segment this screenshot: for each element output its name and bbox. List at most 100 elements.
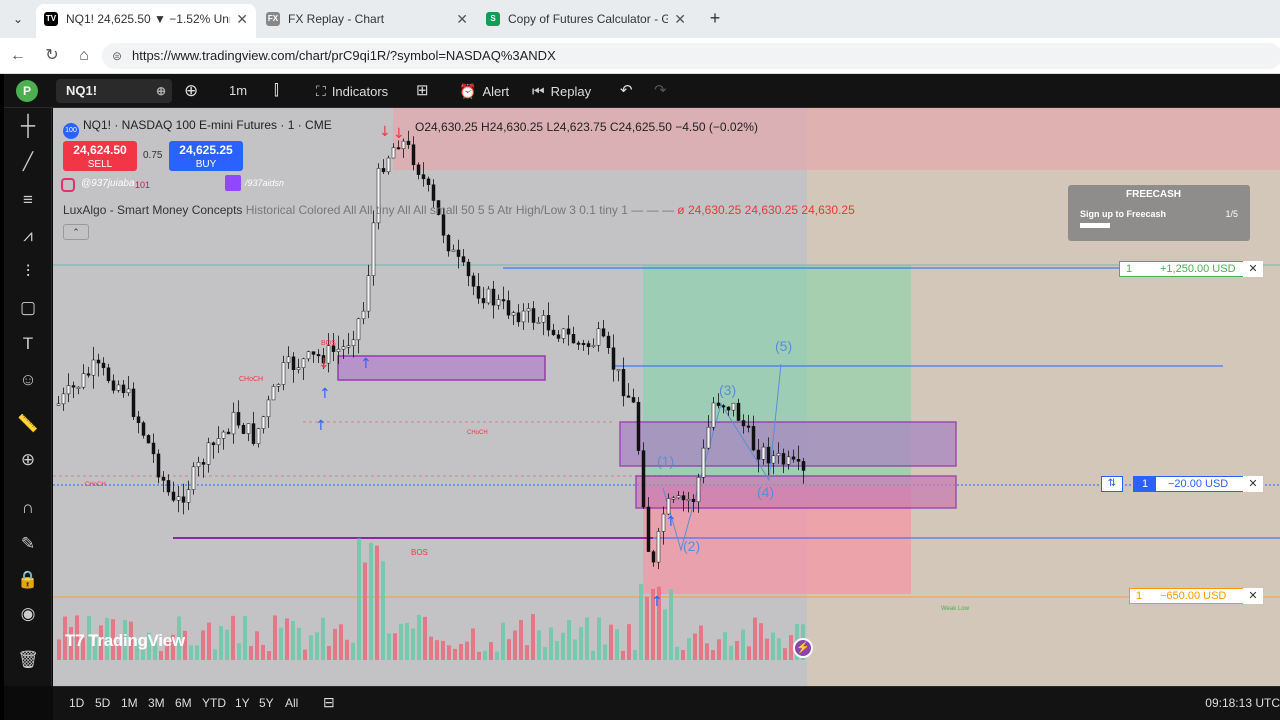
new-tab-icon[interactable]: + <box>709 8 721 28</box>
volume-bar <box>519 619 523 660</box>
freecash-popup[interactable]: FREECASH Sign up to Freecash 1/5 <box>1068 185 1250 241</box>
volume-bar <box>663 609 667 660</box>
collapse-legend-icon[interactable]: ⌃ <box>63 224 89 240</box>
forecast-icon[interactable]: ⫶ <box>25 262 31 281</box>
sell-button[interactable]: 24,624.50 SELL <box>63 141 137 171</box>
tab-search-chevron-icon[interactable]: ⌄ <box>12 12 24 26</box>
back-icon[interactable]: ← <box>10 47 26 64</box>
magnet-icon[interactable]: ∩ <box>21 498 35 517</box>
candle-body <box>521 310 526 323</box>
range-ytd[interactable]: YTD <box>202 696 226 710</box>
close-tp-icon[interactable]: ✕ <box>1243 261 1263 277</box>
symbol-search[interactable]: NQ1! ⊕ <box>56 79 172 103</box>
ruler-icon[interactable]: 📏 <box>17 414 39 433</box>
reverse-position-icon[interactable]: ⇅ <box>1101 476 1123 492</box>
candle-body <box>111 380 116 391</box>
pattern-icon[interactable]: ⩘ <box>23 226 33 245</box>
compare-icon[interactable]: ⊕ <box>155 84 166 98</box>
add-symbol-icon[interactable]: ⊕ <box>184 81 199 100</box>
candle-body <box>456 249 461 257</box>
range-1d[interactable]: 1D <box>69 696 85 710</box>
close-tab-icon[interactable]: ✕ <box>236 11 248 27</box>
volume-bar <box>63 616 67 660</box>
eye-icon[interactable]: ◉ <box>20 604 36 623</box>
candle-body <box>696 477 701 503</box>
candle-body <box>561 328 566 339</box>
candle-body <box>56 403 61 406</box>
volume-bar <box>585 617 589 660</box>
volume-bar <box>477 651 481 660</box>
volume-bar <box>735 640 739 660</box>
range-5d[interactable]: 5D <box>95 696 111 710</box>
browser-tab-sheets[interactable]: S Copy of Futures Calculator - Google ✕ <box>478 4 694 38</box>
url-input[interactable]: ⊜ https://www.tradingview.com/chart/prC9… <box>102 43 1280 69</box>
pencil-lock-icon[interactable]: ✎ <box>20 534 36 553</box>
trendline-icon[interactable]: ╱ <box>22 152 34 171</box>
chart-type-candles-icon[interactable]: ⫿ <box>274 82 279 99</box>
interval-button[interactable]: 1m <box>229 83 248 98</box>
browser-tab-fxreplay[interactable]: FX FX Replay - Chart ✕ <box>258 4 476 38</box>
volume-bar <box>447 645 451 660</box>
candle-body <box>781 453 786 465</box>
redo-icon[interactable]: ↷ <box>654 82 667 99</box>
close-position-icon[interactable]: ✕ <box>1243 476 1263 492</box>
lock-icon[interactable]: 🔒 <box>17 570 39 589</box>
volume-bar <box>465 641 469 660</box>
candle-body <box>266 399 271 418</box>
alert-label: Alert <box>482 84 510 99</box>
range-all[interactable]: All <box>285 696 299 710</box>
indicators-button[interactable]: ⛶ Indicators <box>316 80 388 102</box>
reload-icon[interactable]: ↻ <box>45 47 59 64</box>
candle-body <box>306 351 311 360</box>
candle-body <box>296 367 301 371</box>
layouts-grid-icon[interactable]: ⊞ <box>416 82 429 99</box>
crosshair-icon[interactable]: ┼ <box>20 115 36 137</box>
volume-bar <box>423 616 427 660</box>
volume-bar <box>213 649 217 660</box>
candle-body <box>361 310 366 320</box>
site-info-icon[interactable]: ⊜ <box>112 49 123 63</box>
volume-bar <box>513 630 517 660</box>
browser-tab-tradingview[interactable]: TV NQ1! 24,625.50 ▼ −1.52% Unnamed ✕ <box>36 4 256 38</box>
text-tool-icon[interactable]: T <box>22 334 34 353</box>
candle-body <box>246 423 251 434</box>
indicator-name: LuxAlgo - Smart Money Concepts <box>63 203 243 217</box>
volume-bar <box>57 639 61 660</box>
goto-date-icon[interactable]: ⊟ <box>323 694 335 710</box>
wave-label-2: (2) <box>683 538 701 554</box>
candle-body <box>536 321 541 324</box>
close-sl-icon[interactable]: ✕ <box>1243 588 1263 604</box>
close-tab-icon[interactable]: ✕ <box>456 11 468 27</box>
range-5y[interactable]: 5Y <box>259 696 274 710</box>
geometric-shapes-icon[interactable]: ▢ <box>19 298 37 317</box>
emoji-icon[interactable]: ☺ <box>19 370 37 389</box>
red-tag: 101 <box>135 180 151 190</box>
buy-button[interactable]: 24,625.25 BUY <box>169 141 243 171</box>
range-1m[interactable]: 1M <box>121 696 138 710</box>
volume-bar <box>591 650 595 660</box>
candle-body <box>671 497 676 500</box>
stop-loss-label[interactable]: 1 −650.00 USD <box>1129 588 1263 604</box>
user-avatar[interactable]: P <box>16 80 38 102</box>
alert-button[interactable]: ⏰ Alert <box>459 80 509 102</box>
fib-lines-icon[interactable]: ≡ <box>23 190 33 209</box>
range-6m[interactable]: 6M <box>175 696 192 710</box>
range-3m[interactable]: 3M <box>148 696 165 710</box>
zoom-in-icon[interactable]: ⊕ <box>20 450 36 469</box>
undo-icon[interactable]: ↶ <box>620 82 633 99</box>
lightning-icon[interactable]: ⚡ <box>793 638 813 658</box>
tab-title: Copy of Futures Calculator - Google <box>508 12 668 26</box>
range-1y[interactable]: 1Y <box>235 696 250 710</box>
position-label[interactable]: 1 −20.00 USD <box>1133 476 1263 492</box>
trash-icon[interactable]: 🗑 <box>17 650 39 669</box>
volume-bar <box>573 639 577 660</box>
replay-button[interactable]: ⏮ Replay <box>532 80 591 102</box>
candle-body <box>571 334 576 344</box>
home-icon[interactable]: ⌂ <box>79 47 89 64</box>
close-tab-icon[interactable]: ✕ <box>674 11 686 27</box>
take-profit-label[interactable]: 1 +1,250.00 USD <box>1119 261 1259 277</box>
candle-body <box>201 462 206 465</box>
volume-bar <box>207 622 211 660</box>
volume-bar <box>417 614 421 660</box>
chart-area[interactable]: ↓ ↑ ↑ ↑ ↓ ↓ ↑ ↑ 100 NQ1! · NASDAQ 100 E-mini Fut… <box>53 108 1280 686</box>
